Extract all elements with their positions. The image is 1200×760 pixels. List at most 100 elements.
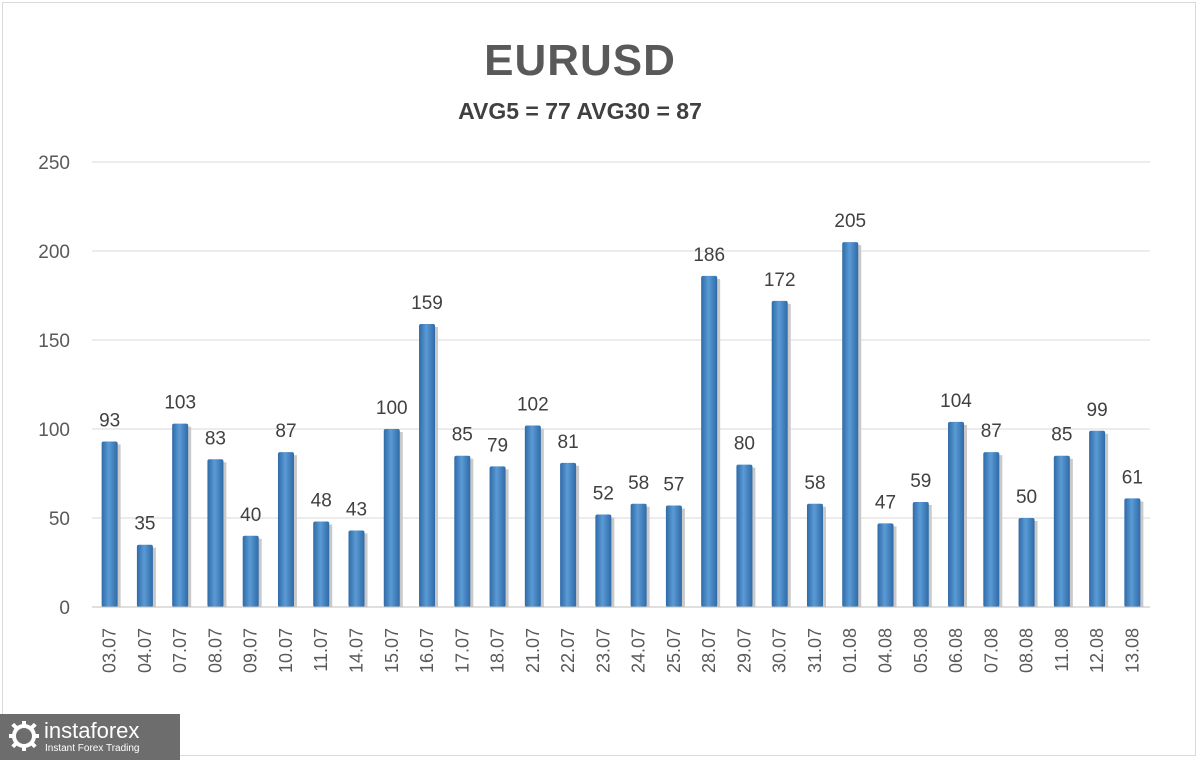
x-tick-label: 25.07 [664, 628, 684, 673]
bar [912, 501, 929, 607]
data-label: 100 [376, 398, 408, 419]
bar [524, 425, 541, 607]
x-tick-label: 15.07 [382, 628, 402, 673]
x-tick-label: 12.08 [1087, 628, 1107, 673]
bar [348, 530, 365, 607]
bar [207, 459, 224, 607]
x-tick-label: 18.07 [488, 628, 508, 673]
bar [806, 503, 823, 607]
x-tick-label: 23.07 [593, 628, 613, 673]
logo-name: instaforex [44, 718, 140, 743]
data-label: 83 [205, 428, 226, 449]
data-label: 59 [910, 471, 931, 492]
x-tick-label: 30.07 [770, 628, 790, 673]
bar [983, 452, 1000, 607]
logo-tagline: Instant Forex Trading [45, 743, 140, 754]
data-label: 79 [487, 435, 508, 456]
data-label: 43 [346, 499, 367, 520]
data-label: 47 [875, 492, 896, 513]
data-label: 80 [734, 434, 755, 455]
bar [136, 544, 153, 607]
data-label: 102 [517, 394, 549, 415]
x-tick-label: 29.07 [734, 628, 754, 673]
bar [1018, 518, 1035, 607]
x-tick-label: 06.08 [946, 628, 966, 673]
data-label: 205 [834, 211, 866, 232]
x-tick-label: 07.08 [981, 628, 1001, 673]
data-label: 58 [804, 473, 825, 494]
x-tick-label: 21.07 [523, 628, 543, 673]
data-label: 52 [593, 483, 614, 504]
y-tick-label: 0 [59, 598, 70, 619]
data-label: 48 [311, 491, 332, 512]
bar [277, 452, 294, 607]
bar [489, 466, 506, 607]
bar [454, 455, 471, 607]
chart-title: EURUSD [484, 36, 676, 85]
bar [313, 521, 330, 607]
data-label: 99 [1087, 400, 1108, 421]
bar [242, 535, 259, 607]
data-label: 87 [275, 421, 296, 442]
bar [736, 464, 753, 607]
bar [701, 275, 718, 607]
data-label: 50 [1016, 487, 1037, 508]
data-label: 186 [693, 245, 725, 266]
chart-subtitle: AVG5 = 77 AVG30 = 87 [458, 98, 702, 124]
bar [595, 514, 612, 607]
y-tick-label: 150 [38, 331, 70, 352]
x-tick-label: 17.07 [452, 628, 472, 673]
x-tick-label: 08.08 [1017, 628, 1037, 673]
x-tick-label: 07.07 [170, 628, 190, 673]
bar [419, 323, 436, 607]
instaforex-logo[interactable]: instaforex Instant Forex Trading [0, 714, 180, 760]
data-label: 61 [1122, 467, 1143, 488]
x-tick-label: 10.07 [276, 628, 296, 673]
y-tick-label: 50 [49, 509, 70, 530]
bar [877, 523, 894, 607]
data-label: 85 [452, 425, 473, 446]
bar [101, 441, 118, 607]
bar [1053, 455, 1070, 607]
data-label: 58 [628, 473, 649, 494]
x-tick-label: 01.08 [840, 628, 860, 673]
x-tick-label: 14.07 [347, 628, 367, 673]
bar [1124, 498, 1141, 607]
data-label: 57 [663, 475, 684, 496]
data-label: 81 [558, 432, 579, 453]
y-tick-label: 200 [38, 242, 70, 263]
x-tick-label: 28.07 [699, 628, 719, 673]
x-tick-label: 31.07 [805, 628, 825, 673]
x-tick-label: 13.08 [1122, 628, 1142, 673]
data-label: 103 [164, 393, 196, 414]
bar [948, 421, 965, 607]
bar [1089, 430, 1106, 607]
x-tick-label: 11.08 [1052, 628, 1072, 672]
data-label: 85 [1051, 425, 1072, 446]
bar [771, 300, 788, 607]
y-tick-label: 250 [38, 153, 70, 174]
x-tick-label: 11.07 [311, 628, 331, 672]
bar [842, 242, 859, 607]
bar [665, 505, 682, 607]
bar [172, 423, 189, 607]
data-label: 87 [981, 421, 1002, 442]
bar [630, 503, 647, 607]
x-tick-label: 16.07 [417, 628, 437, 673]
data-label: 172 [764, 270, 796, 291]
x-tick-label: 22.07 [558, 628, 578, 673]
bar [383, 429, 400, 607]
x-tick-label: 24.07 [629, 628, 649, 673]
x-tick-label: 09.07 [241, 628, 261, 673]
data-label: 40 [240, 505, 261, 526]
data-label: 159 [411, 293, 443, 314]
x-tick-label: 04.07 [135, 628, 155, 673]
data-label: 104 [940, 391, 972, 412]
x-tick-label: 03.07 [100, 628, 120, 673]
data-label: 93 [99, 410, 120, 431]
bar [560, 462, 577, 607]
y-tick-label: 100 [38, 420, 70, 441]
x-tick-label: 05.08 [911, 628, 931, 673]
